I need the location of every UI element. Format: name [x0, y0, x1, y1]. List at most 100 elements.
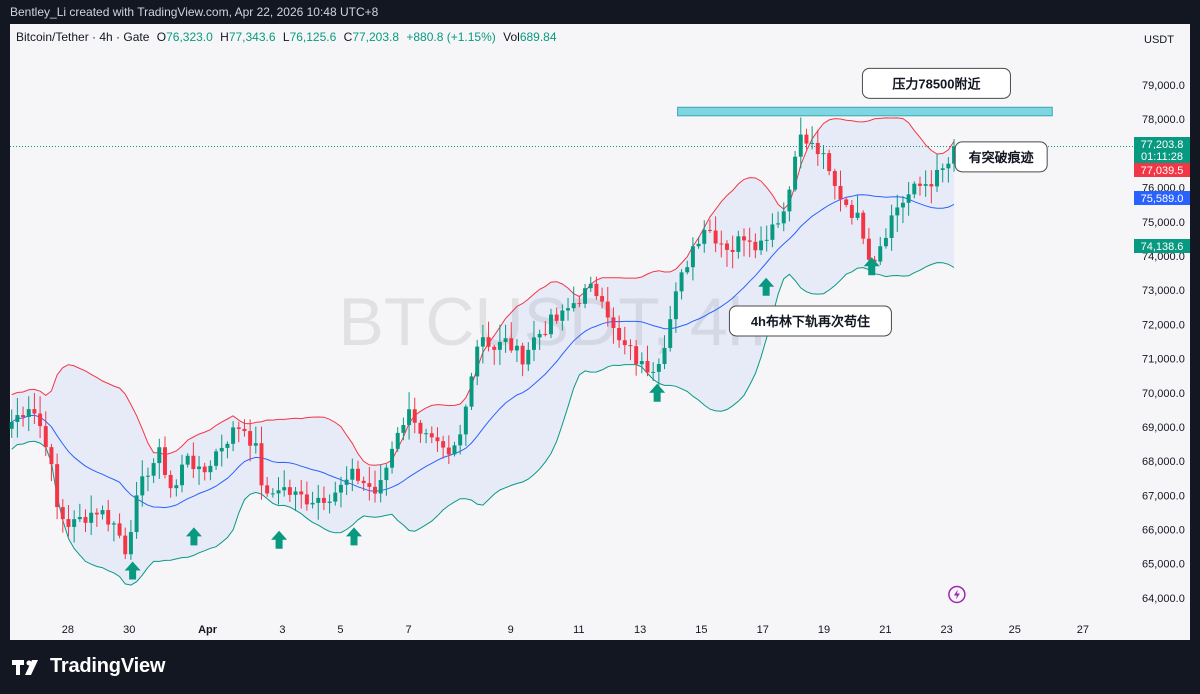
candle-body — [810, 142, 815, 144]
price-tag-bg — [1134, 191, 1190, 205]
candle-body — [514, 345, 519, 351]
open-value: 76,323.0 — [166, 30, 213, 44]
candle-body — [611, 317, 616, 328]
candle-body — [571, 303, 576, 309]
candle-body — [668, 319, 673, 348]
candle-body — [492, 346, 497, 350]
tradingview-wordmark: TradingView — [50, 655, 166, 677]
candle-body — [106, 510, 111, 525]
y-tick-label: 71,000.0 — [1142, 354, 1185, 366]
x-tick-label: 3 — [279, 624, 285, 636]
candle-body — [350, 468, 355, 480]
candle-body — [889, 215, 894, 238]
x-tick-label: 30 — [123, 624, 135, 636]
candle-body — [617, 327, 622, 341]
candle-body — [373, 486, 378, 494]
candle-body — [117, 523, 122, 536]
candle-body — [645, 361, 650, 373]
candle-body — [202, 466, 207, 473]
candle-body — [940, 168, 945, 170]
price-tag-bg — [1134, 239, 1190, 253]
candle-body — [259, 443, 264, 486]
candle-body — [424, 433, 429, 435]
y-tick-label: 78,000.0 — [1142, 114, 1185, 126]
candle-body — [225, 443, 230, 448]
change-value: +880.8 (+1.15%) — [406, 30, 496, 44]
candle-body — [378, 480, 383, 494]
candle-body — [906, 194, 911, 203]
candle-body — [764, 239, 769, 241]
candle-body — [588, 283, 593, 289]
candle-body — [72, 519, 77, 527]
candle-body — [656, 364, 661, 372]
chart-panel[interactable] — [10, 24, 1190, 640]
candle-body — [111, 523, 116, 525]
candle-body — [878, 246, 883, 262]
candle-body — [759, 240, 764, 251]
candle-body — [151, 463, 156, 476]
candle-body — [560, 310, 565, 321]
candle-body — [622, 340, 627, 346]
candle-body — [673, 291, 678, 320]
y-tick-label: 66,000.0 — [1142, 525, 1185, 537]
candle-body — [531, 337, 536, 350]
candle-body — [361, 480, 366, 484]
y-tick-label: 67,000.0 — [1142, 490, 1185, 502]
candle-body — [935, 169, 940, 187]
x-tick-label: 23 — [941, 624, 953, 636]
candle-body — [49, 447, 54, 465]
x-tick-label: 7 — [405, 624, 411, 636]
candle-body — [696, 243, 701, 247]
candle-body — [549, 314, 553, 335]
candle-body — [793, 156, 798, 190]
candle-body — [503, 338, 508, 342]
candle-body — [821, 153, 826, 155]
y-axis-currency: USDT — [1144, 34, 1174, 46]
footer-bar — [0, 640, 1200, 694]
close-value: 77,203.8 — [352, 30, 400, 44]
candle-body — [248, 431, 253, 446]
candle-body — [849, 204, 854, 218]
candle-body — [475, 346, 480, 377]
tradingview-logo[interactable]: TradingView — [10, 655, 165, 678]
candle-body — [265, 485, 270, 494]
price-tag-label: 01:11:28 — [1141, 151, 1183, 163]
bollinger-band-fill — [11, 117, 954, 586]
candle-body — [344, 479, 349, 485]
candle-body — [628, 345, 633, 347]
candle-body — [128, 532, 133, 555]
candle-body — [753, 241, 758, 251]
candle-body — [83, 516, 88, 523]
annotation-callout — [728, 305, 892, 337]
x-tick-label: 13 — [634, 624, 646, 636]
candle-body — [208, 465, 213, 473]
x-tick-label: 27 — [1077, 624, 1089, 636]
candle-body — [900, 202, 905, 208]
candle-body — [605, 301, 610, 318]
price-tag-bg — [1134, 163, 1190, 177]
candle-body — [634, 346, 639, 365]
y-tick-label: 74,000.0 — [1142, 251, 1185, 263]
candle-body — [327, 501, 332, 503]
candle-body — [214, 451, 219, 466]
candle-body — [577, 303, 582, 305]
candle-body — [497, 341, 502, 350]
bollinger-basis — [11, 194, 955, 509]
open-label: O — [156, 30, 167, 44]
symbol-title[interactable]: Bitcoin/Tether · 4h · Gate — [16, 30, 150, 44]
x-tick-label: 19 — [818, 624, 830, 636]
candle-body — [713, 230, 718, 244]
candle-body — [77, 516, 82, 520]
candle-body — [441, 441, 446, 448]
candle-body — [781, 211, 786, 224]
candle-body — [162, 447, 167, 475]
high-value: 77,343.6 — [228, 30, 276, 44]
candle-body — [321, 497, 326, 503]
candle-body — [583, 288, 588, 304]
candle-body — [242, 428, 247, 432]
candle-body — [390, 448, 395, 468]
candle-body — [134, 495, 139, 533]
candle-body — [923, 184, 928, 186]
price-tag-label: 75,589.0 — [1141, 193, 1184, 205]
